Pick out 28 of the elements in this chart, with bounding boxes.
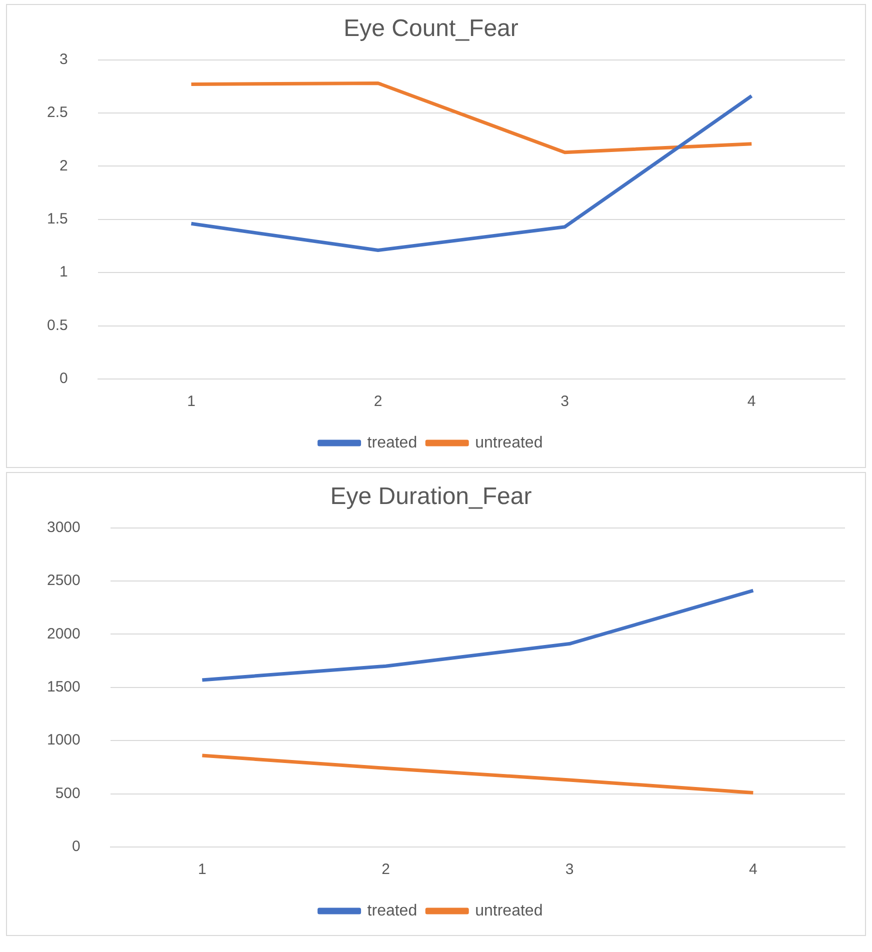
- y-tick-label: 3000: [46, 518, 80, 536]
- x-tick-label: 4: [747, 393, 756, 410]
- y-tick-label: 2500: [46, 572, 80, 590]
- x-tick-label: 2: [374, 393, 382, 410]
- legend-label: treated: [367, 902, 418, 920]
- y-tick-label: 0.5: [46, 316, 68, 334]
- y-tick-label: 0: [72, 838, 80, 856]
- y-tick-label: 0: [60, 370, 68, 388]
- legend-label: untreated: [475, 902, 543, 920]
- y-tick-label: 1500: [46, 678, 80, 696]
- x-tick-label: 4: [749, 861, 758, 878]
- y-tick-label: 1: [60, 264, 68, 281]
- y-tick-label: 1000: [46, 732, 80, 749]
- legend-label: treated: [367, 434, 418, 452]
- legend-label: untreated: [475, 434, 543, 452]
- y-tick-label: 500: [55, 784, 80, 802]
- x-tick-label: 1: [187, 393, 196, 410]
- x-tick-label: 3: [560, 393, 569, 410]
- y-tick-label: 2.5: [46, 104, 68, 122]
- x-tick-label: 1: [198, 861, 206, 878]
- y-tick-label: 3: [60, 50, 68, 68]
- chart-title: Eye Duration_Fear: [330, 483, 532, 510]
- y-tick-label: 2: [60, 157, 68, 174]
- chart-title: Eye Count_Fear: [344, 15, 518, 42]
- x-tick-label: 3: [565, 861, 574, 878]
- y-tick-label: 1.5: [46, 210, 68, 228]
- x-tick-label: 2: [382, 861, 390, 878]
- y-tick-label: 2000: [46, 625, 80, 642]
